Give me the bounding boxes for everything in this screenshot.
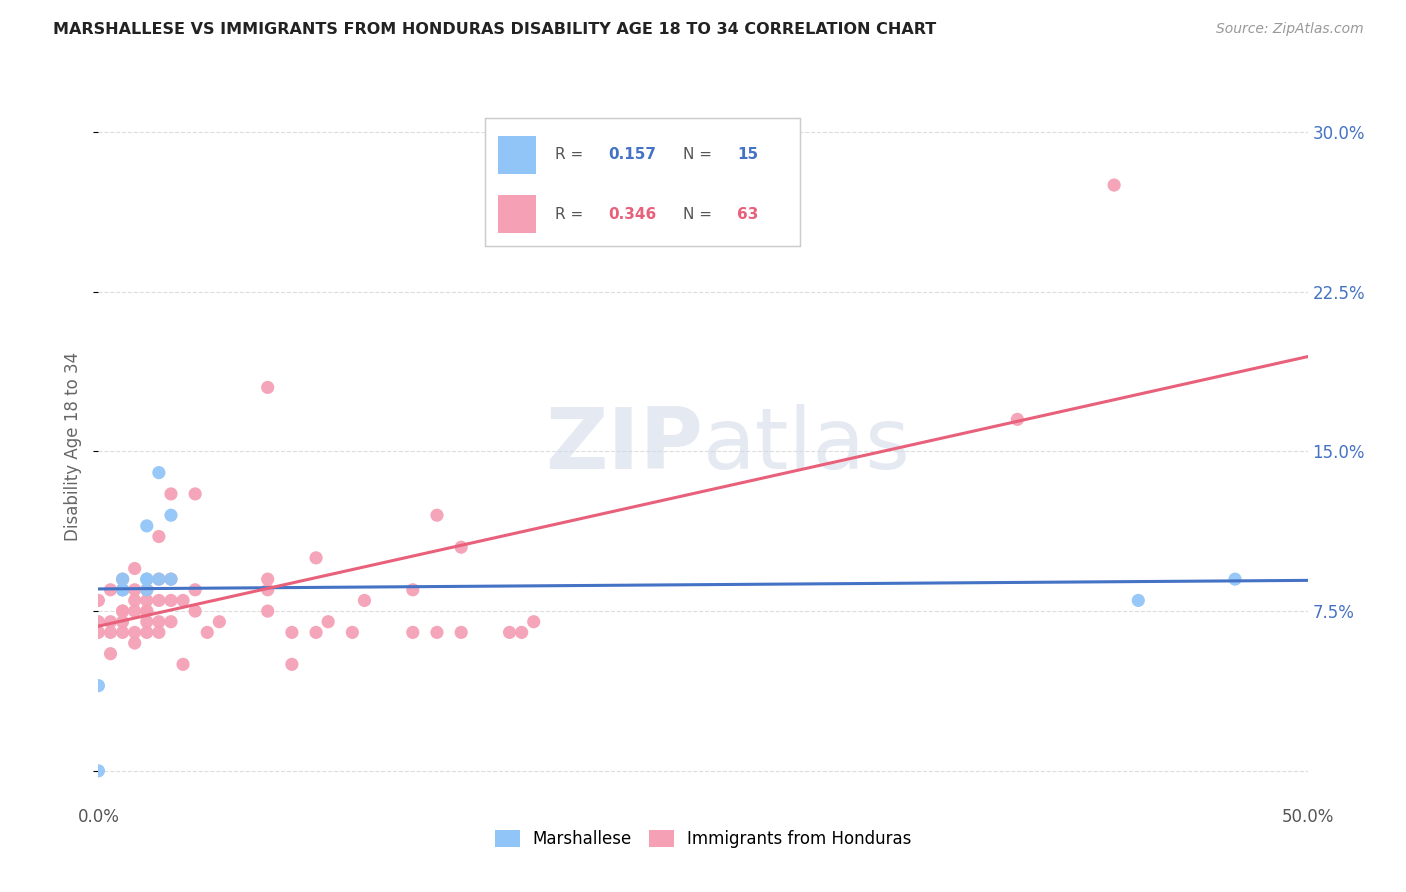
Point [148, 572, 170, 586]
Point [172, 593, 194, 607]
Point [195, 625, 218, 640]
Point [111, 604, 134, 618]
Point [135, 593, 157, 607]
Point [402, 625, 425, 640]
Point [305, 625, 328, 640]
Point [135, 582, 157, 597]
Point [256, 582, 278, 597]
Point [135, 519, 157, 533]
Point [1128, 593, 1150, 607]
Point [100, 647, 122, 661]
Legend: Marshallese, Immigrants from Honduras: Marshallese, Immigrants from Honduras [488, 823, 918, 855]
Point [316, 615, 339, 629]
Point [135, 572, 157, 586]
Text: atlas: atlas [703, 404, 911, 488]
Point [184, 604, 207, 618]
Point [256, 380, 278, 394]
Text: Source: ZipAtlas.com: Source: ZipAtlas.com [1216, 22, 1364, 37]
Point [184, 487, 207, 501]
Point [281, 657, 304, 672]
Point [124, 604, 146, 618]
Point [135, 604, 157, 618]
Point [111, 582, 134, 597]
Point [111, 582, 134, 597]
Point [87, 615, 110, 629]
Point [87, 593, 110, 607]
Point [124, 582, 146, 597]
Point [342, 625, 364, 640]
Point [135, 615, 157, 629]
Point [100, 582, 122, 597]
Point [402, 582, 425, 597]
Point [160, 487, 183, 501]
Point [111, 604, 134, 618]
Point [256, 604, 278, 618]
Point [111, 615, 134, 629]
Point [87, 625, 110, 640]
Point [87, 679, 110, 693]
Point [135, 604, 157, 618]
Point [510, 625, 533, 640]
Point [111, 572, 134, 586]
Point [124, 625, 146, 640]
Point [172, 657, 194, 672]
Point [124, 593, 146, 607]
Point [160, 508, 183, 523]
Point [426, 508, 449, 523]
Point [256, 572, 278, 586]
Point [87, 764, 110, 778]
Point [111, 582, 134, 597]
Point [426, 625, 449, 640]
Point [100, 625, 122, 640]
Point [135, 582, 157, 597]
Point [111, 572, 134, 586]
Point [160, 572, 183, 586]
Point [1102, 178, 1125, 192]
Point [160, 572, 183, 586]
Text: MARSHALLESE VS IMMIGRANTS FROM HONDURAS DISABILITY AGE 18 TO 34 CORRELATION CHAR: MARSHALLESE VS IMMIGRANTS FROM HONDURAS … [53, 22, 936, 37]
Point [184, 582, 207, 597]
Point [498, 625, 520, 640]
Point [148, 529, 170, 543]
Point [305, 550, 328, 565]
Point [135, 625, 157, 640]
Point [160, 615, 183, 629]
Point [160, 593, 183, 607]
Point [523, 615, 546, 629]
Point [124, 636, 146, 650]
Y-axis label: Disability Age 18 to 34: Disability Age 18 to 34 [65, 351, 83, 541]
Point [135, 572, 157, 586]
Point [100, 615, 122, 629]
Point [148, 593, 170, 607]
Point [450, 540, 472, 554]
Point [124, 561, 146, 575]
Point [450, 625, 472, 640]
Point [148, 572, 170, 586]
Point [148, 625, 170, 640]
Point [1007, 412, 1029, 426]
Point [148, 466, 170, 480]
Point [111, 625, 134, 640]
Point [353, 593, 375, 607]
Point [208, 615, 231, 629]
Point [148, 615, 170, 629]
Point [281, 625, 304, 640]
Point [1223, 572, 1246, 586]
Text: ZIP: ZIP [546, 404, 703, 488]
